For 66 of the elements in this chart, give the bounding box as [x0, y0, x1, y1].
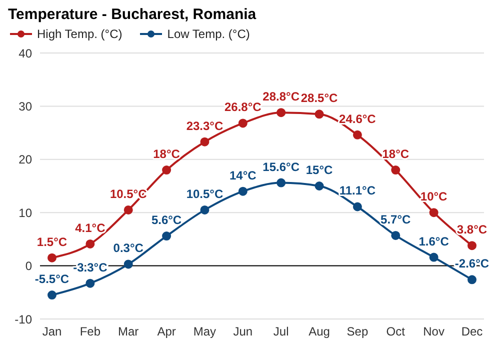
- x-tick-label: Jul: [273, 324, 289, 339]
- point: [314, 182, 324, 190]
- point: [200, 137, 210, 146]
- point: [200, 205, 210, 214]
- x-tick-label: Nov: [423, 324, 444, 339]
- data-label: 14°C: [230, 168, 257, 182]
- point: [468, 275, 476, 284]
- x-tick-label: Apr: [157, 324, 176, 339]
- x-tick-label: Mar: [118, 324, 139, 339]
- data-label: 11.1°C: [339, 184, 376, 198]
- x-tick-label: Sep: [346, 324, 368, 339]
- x-tick-label: May: [193, 324, 216, 339]
- point: [352, 202, 362, 212]
- data-label: 1.5°C: [36, 234, 68, 249]
- point: [276, 178, 286, 188]
- point: [48, 253, 56, 262]
- point: [314, 110, 324, 119]
- legend-label: Low Temp. (°C): [167, 27, 250, 41]
- legend-label: High Temp. (°C): [37, 27, 122, 41]
- point: [391, 230, 400, 240]
- x-tick-label: Jan: [42, 324, 62, 339]
- data-label: 24.6°C: [339, 112, 376, 126]
- data-label: 1.6°C: [418, 234, 450, 248]
- point: [124, 260, 133, 269]
- point: [352, 130, 362, 140]
- data-label: 23.3°C: [186, 118, 224, 133]
- x-tick-label: Aug: [308, 324, 330, 339]
- data-label: 18°C: [153, 147, 180, 162]
- point: [429, 252, 438, 262]
- data-label: 28.8°C: [262, 90, 300, 104]
- point: [162, 166, 172, 175]
- data-label: -5.5°C: [34, 272, 70, 286]
- y-tick-label: 30: [18, 99, 32, 114]
- data-label: 10°C: [420, 190, 448, 204]
- point: [162, 232, 172, 241]
- data-label: 15.6°C: [262, 160, 300, 174]
- chart-title: Temperature - Bucharest, Romania: [7, 5, 258, 25]
- point: [238, 118, 248, 128]
- x-tick-label: Dec: [461, 324, 483, 339]
- data-label: 5.6°C: [151, 213, 182, 228]
- y-tick-label: 0: [25, 259, 32, 274]
- point: [238, 186, 248, 196]
- data-label: 26.8°C: [224, 100, 262, 114]
- point: [468, 241, 476, 250]
- data-label: 3.8°C: [456, 222, 488, 237]
- point: [429, 208, 438, 218]
- data-label: 4.1°C: [75, 220, 106, 235]
- data-label: 28.5°C: [300, 91, 338, 106]
- data-label: 10.5°C: [186, 186, 224, 201]
- x-tick-label: Oct: [386, 324, 406, 339]
- point: [86, 239, 95, 248]
- point: [48, 290, 56, 300]
- point: [124, 205, 133, 214]
- point: [86, 278, 95, 288]
- y-tick-label: 10: [18, 206, 32, 220]
- data-label: 0.3°C: [113, 241, 144, 256]
- point: [276, 108, 286, 118]
- x-tick-label: Feb: [80, 324, 101, 339]
- x-tick-label: Jun: [233, 324, 253, 339]
- data-label: 15°C: [306, 163, 334, 177]
- data-label: 18°C: [382, 147, 410, 162]
- y-tick-label: -10: [14, 312, 32, 326]
- data-label: 5.7°C: [380, 212, 412, 226]
- y-tick-label: 20: [18, 152, 32, 167]
- point: [391, 166, 400, 175]
- y-tick-label: 40: [18, 46, 32, 60]
